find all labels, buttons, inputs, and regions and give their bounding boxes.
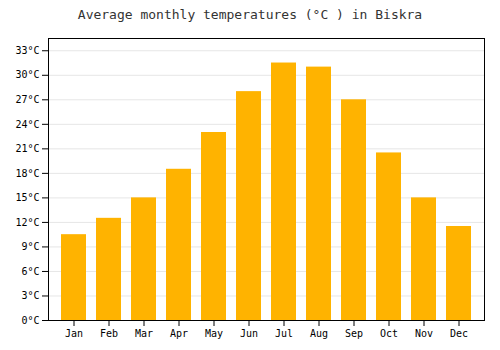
svg-text:24°C: 24°C: [15, 119, 39, 130]
svg-text:Aug: Aug: [310, 328, 328, 339]
svg-text:33°C: 33°C: [15, 45, 39, 56]
svg-text:Apr: Apr: [170, 328, 188, 339]
svg-text:12°C: 12°C: [15, 217, 39, 228]
svg-text:Oct: Oct: [380, 328, 398, 339]
html-text:Average monthly temperatures (: Average monthly temperatures (°C ) in Bi…: [77, 7, 423, 22]
svg-text:Jun: Jun: [240, 328, 258, 339]
svg-text:18°C: 18°C: [15, 168, 39, 179]
svg-text:Jul: Jul: [275, 328, 293, 339]
svg-text:3°C: 3°C: [21, 290, 39, 301]
svg-text:Sep: Sep: [345, 328, 363, 339]
svg-text:15°C: 15°C: [15, 192, 39, 203]
svg-text:27°C: 27°C: [15, 94, 39, 105]
svg-text:Jan: Jan: [65, 328, 83, 339]
svg-text:Dec: Dec: [450, 328, 468, 339]
svg-text:May: May: [205, 328, 223, 339]
svg-text:Feb: Feb: [100, 328, 118, 339]
svg-text:21°C: 21°C: [15, 143, 39, 154]
svg-text:Nov: Nov: [415, 328, 433, 339]
svg-text:9°C: 9°C: [21, 241, 39, 252]
svg-text:30°C: 30°C: [15, 69, 39, 80]
svg-text:0°C: 0°C: [21, 315, 39, 326]
svg-text:Mar: Mar: [135, 328, 153, 339]
svg-text:6°C: 6°C: [21, 266, 39, 277]
